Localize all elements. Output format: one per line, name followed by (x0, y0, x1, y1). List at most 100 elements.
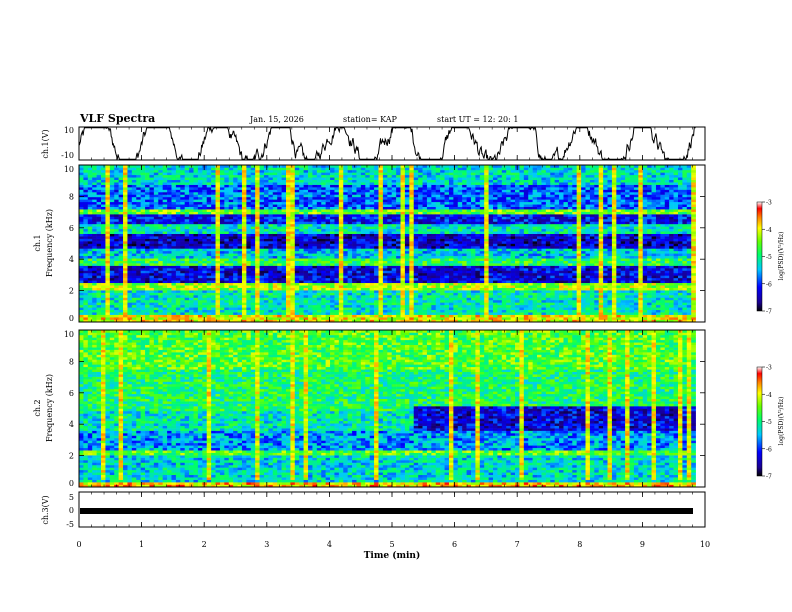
spectrogram-cell (109, 204, 115, 207)
spectrogram-cell (374, 263, 379, 266)
spectrogram-cell (211, 263, 216, 266)
spectrogram-cell (171, 194, 177, 198)
spectrogram-cell (246, 187, 252, 190)
spectrogram-cell (87, 191, 93, 195)
spectrogram-cell (96, 196, 102, 200)
spectrogram-cell (228, 248, 234, 252)
spectrogram-cell (87, 187, 93, 190)
spectrogram-cell (149, 165, 155, 168)
spectrogram-cell (114, 282, 119, 286)
spectrogram-cell (197, 184, 203, 188)
spectrogram-cell (246, 253, 252, 257)
spectrogram-cell (413, 174, 419, 178)
spectrogram-cell (299, 295, 304, 298)
spectrogram-cell (109, 245, 115, 249)
spectrogram-cell (321, 314, 326, 318)
spectrogram-cell (167, 272, 172, 276)
spectrogram-cell (92, 270, 97, 274)
spectrogram-cell (365, 238, 370, 242)
spectrogram-cell (211, 233, 216, 237)
spectrogram-cell (321, 184, 326, 188)
spectrogram-cell (123, 179, 128, 183)
spectrogram-cell (114, 216, 119, 220)
spectrogram-cell (202, 201, 208, 205)
spectrogram-cell (171, 209, 177, 212)
spectrogram-cell (123, 290, 128, 293)
spectrogram-cell (334, 290, 340, 293)
spectrogram-cell (197, 196, 203, 200)
spectrogram-cell (330, 304, 335, 308)
spectrogram-cell (158, 199, 163, 203)
spectrogram-cell (259, 231, 265, 234)
spectrogram-cell (180, 174, 185, 178)
spectrogram-cell (272, 165, 278, 168)
spectrogram-cell (189, 272, 194, 276)
spectrogram-cell (114, 265, 119, 269)
spectrogram-cell (87, 236, 93, 239)
spectrogram-cell (369, 223, 375, 227)
spectrogram-cell (224, 221, 230, 225)
spectrogram-cell (391, 275, 397, 279)
spectrogram-cell (127, 258, 133, 261)
spectrogram-cell (369, 255, 375, 259)
spectrogram-cell (418, 307, 423, 311)
spectrogram-cell (334, 211, 340, 215)
spectrogram-cell (145, 194, 150, 198)
spectrogram-cell (294, 241, 300, 244)
spectrogram-cell (79, 287, 84, 291)
spectrogram-cell (330, 277, 335, 281)
spectrogram-cell (189, 299, 194, 303)
spectrogram-cell (299, 317, 304, 320)
spectrogram-cell (268, 253, 274, 257)
spectrogram-cell (325, 238, 331, 242)
spectrogram-cell (387, 169, 393, 173)
spectrogram-cell (175, 307, 181, 311)
spectrogram-cell (418, 255, 423, 259)
spectrogram-cell (255, 290, 260, 293)
spectrogram-cell (334, 253, 340, 257)
spectrogram-cell (347, 312, 353, 315)
spectrogram-cell (378, 277, 384, 281)
spectrogram-cell (184, 216, 190, 220)
spectrogram-cell (246, 174, 252, 178)
spectrogram-cell (303, 211, 309, 215)
spectrogram-cell (316, 189, 322, 193)
spectrogram-cell (369, 211, 375, 215)
spectrogram-cell (325, 194, 331, 198)
spectrogram-cell (96, 231, 102, 234)
spectrogram-cell (290, 248, 296, 252)
spectrogram-cell (316, 184, 322, 188)
spectrogram-cell (184, 297, 190, 301)
spectrogram-cell (312, 174, 318, 178)
spectrogram-cell (343, 272, 348, 276)
spectrogram-cell (145, 292, 150, 296)
spectrogram-cell (272, 211, 278, 215)
spectrogram-cell (136, 275, 141, 279)
spectrogram-cell (316, 314, 322, 318)
spectrogram-cell (149, 172, 155, 176)
spectrogram-cell (131, 275, 137, 279)
spectrogram-cell (334, 243, 340, 247)
spectrogram-cell (162, 312, 168, 315)
spectrogram-cell (396, 319, 401, 323)
spectrogram-cell (246, 248, 252, 252)
spectrogram-cell (149, 214, 155, 217)
spectrogram-cell (193, 243, 199, 247)
spectrogram-cell (96, 169, 102, 173)
spectrogram-cell (92, 260, 97, 264)
spectrogram-cell (241, 231, 247, 234)
spectrogram-cell (268, 238, 274, 242)
spectrogram-cell (360, 236, 366, 239)
spectrogram-cell (343, 211, 348, 215)
spectrogram-cell (255, 270, 260, 274)
spectrogram-cell (387, 177, 393, 181)
spectrogram-cell (294, 282, 300, 286)
spectrogram-cell (330, 199, 335, 203)
spectrogram-cell (272, 260, 278, 264)
spectrogram-cell (233, 167, 238, 171)
spectrogram-cell (281, 248, 287, 252)
spectrogram-cell (352, 290, 357, 293)
spectrogram-cell (96, 191, 102, 195)
spectrogram-cell (101, 209, 106, 212)
spectrogram-cell (374, 223, 379, 227)
